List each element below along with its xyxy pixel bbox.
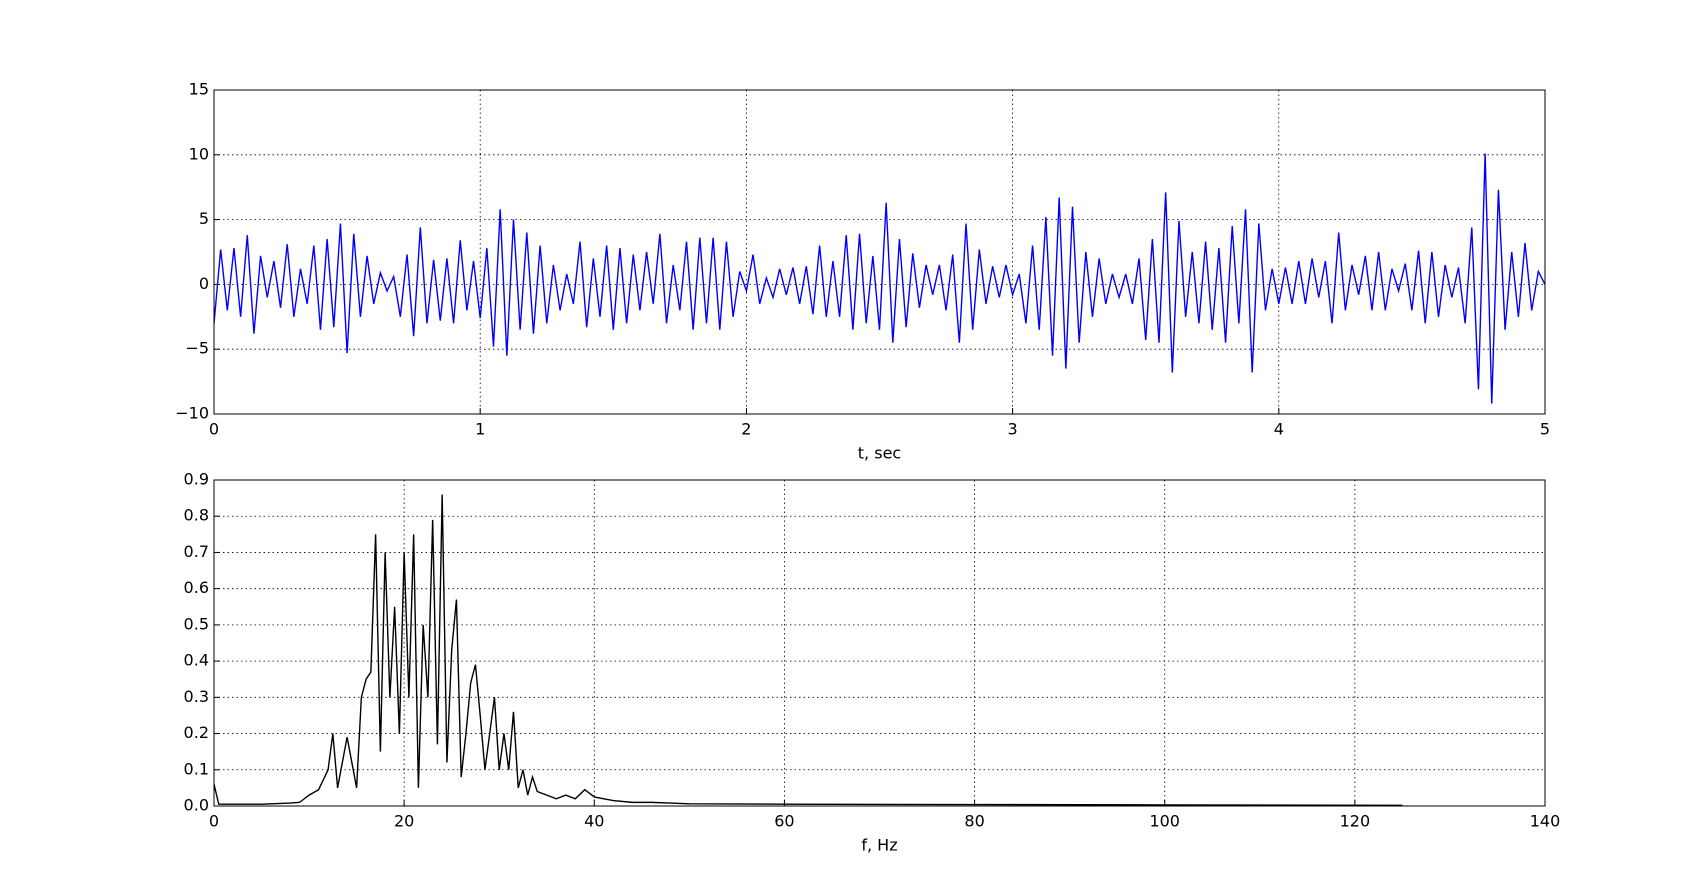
x-tick-label: 1 [475, 420, 485, 439]
y-tick-label: −5 [185, 339, 209, 358]
x-tick-label: 3 [1008, 420, 1018, 439]
y-tick-label: 0 [199, 274, 209, 293]
x-tick-label: 60 [774, 812, 794, 831]
y-tick-label: 10 [189, 144, 209, 163]
x-axis-label: t, sec [858, 444, 901, 463]
y-tick-label: 0.7 [184, 542, 209, 561]
x-tick-label: 5 [1540, 420, 1550, 439]
x-tick-label: 140 [1530, 812, 1561, 831]
x-tick-label: 2 [741, 420, 751, 439]
y-tick-label: 5 [199, 209, 209, 228]
x-tick-label: 80 [964, 812, 984, 831]
y-tick-label: 0.6 [184, 578, 209, 597]
y-tick-label: 15 [189, 80, 209, 99]
y-tick-label: 0.9 [184, 470, 209, 489]
x-tick-label: 0 [209, 420, 219, 439]
plot-frame [213, 89, 1546, 415]
y-tick-label: 0.2 [184, 723, 209, 742]
x-tick-label: 100 [1149, 812, 1180, 831]
x-tick-label: 40 [584, 812, 604, 831]
y-tick-label: 0.5 [184, 614, 209, 633]
x-tick-label: 4 [1274, 420, 1284, 439]
y-tick-label: 0.1 [184, 759, 209, 778]
x-axis-label: f, Hz [861, 836, 897, 855]
y-tick-label: 0.0 [184, 796, 209, 815]
y-tick-label: −10 [175, 404, 209, 423]
x-tick-label: 20 [394, 812, 414, 831]
plot-frame [213, 479, 1546, 807]
x-tick-label: 120 [1340, 812, 1371, 831]
y-tick-label: 0.3 [184, 687, 209, 706]
signal-line [213, 494, 1403, 806]
y-tick-label: 0.8 [184, 506, 209, 525]
x-tick-label: 0 [209, 812, 219, 831]
signal-line [213, 153, 1546, 404]
y-tick-label: 0.4 [184, 651, 209, 670]
